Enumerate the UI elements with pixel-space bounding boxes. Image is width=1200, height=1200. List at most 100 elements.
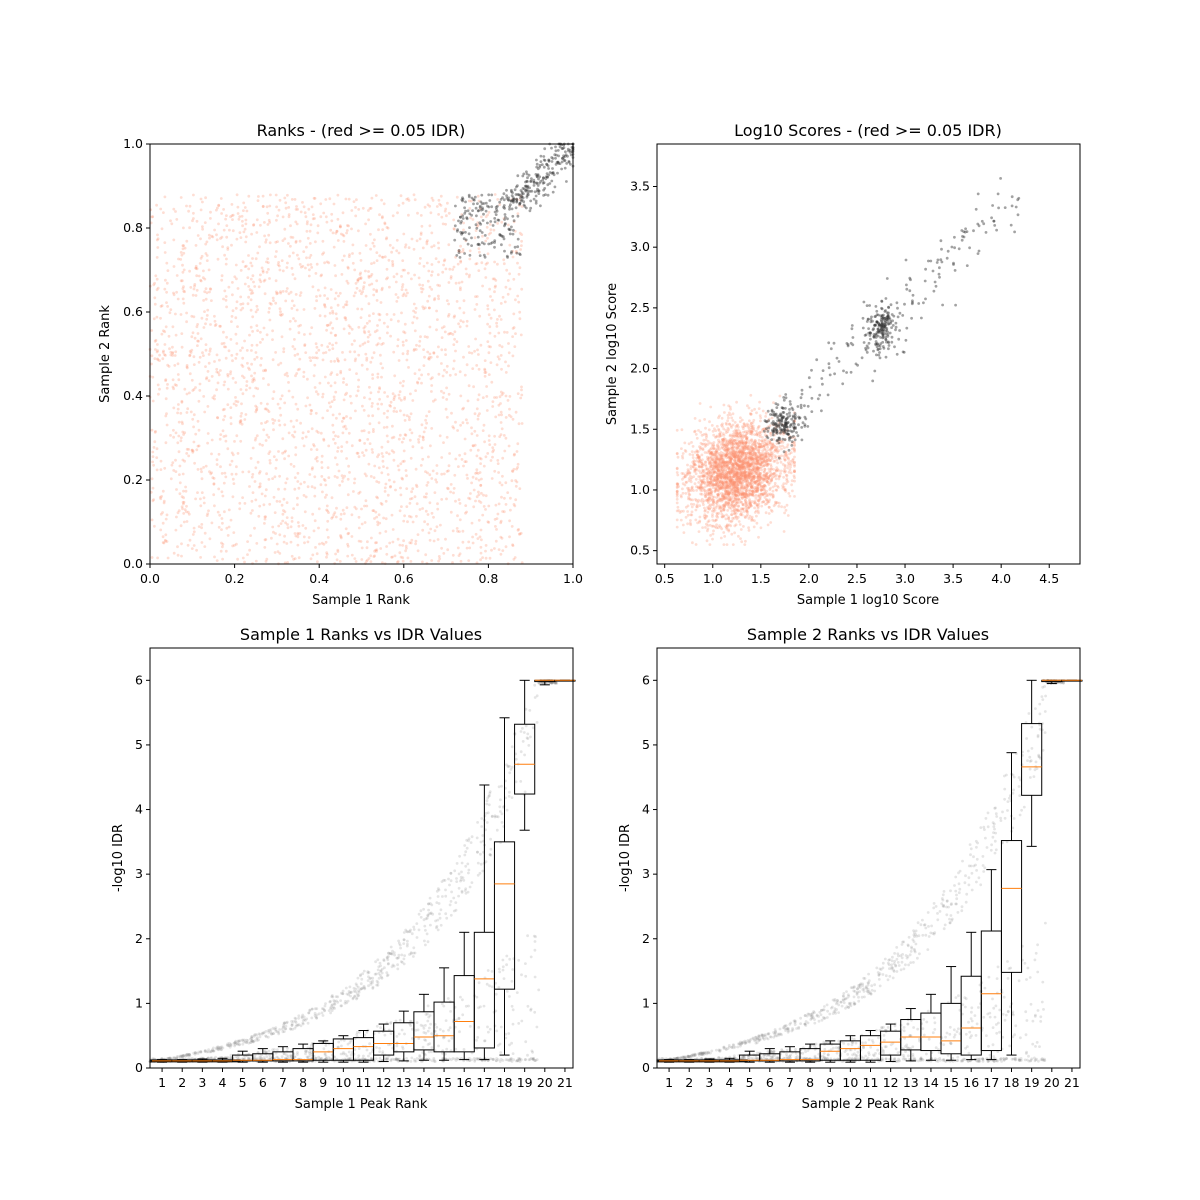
point [460, 458, 464, 461]
point [241, 365, 245, 368]
point [261, 269, 265, 273]
point [536, 167, 540, 171]
point [174, 312, 177, 316]
point [310, 485, 314, 489]
point [402, 330, 405, 334]
point [153, 357, 157, 360]
point [683, 449, 687, 452]
point [545, 175, 548, 179]
point [681, 487, 684, 491]
point [493, 290, 496, 294]
point [323, 261, 326, 265]
point [722, 497, 726, 501]
point [152, 317, 156, 321]
point [197, 360, 201, 364]
point [742, 446, 746, 450]
point [778, 457, 782, 461]
point [263, 407, 267, 411]
point [375, 288, 378, 292]
point [733, 454, 737, 458]
point [376, 455, 379, 459]
point [383, 222, 387, 226]
point [764, 474, 768, 478]
point [445, 415, 449, 419]
point [331, 347, 335, 350]
point [486, 340, 490, 343]
point [207, 361, 211, 365]
point [254, 404, 258, 408]
point [461, 199, 464, 203]
point [445, 214, 448, 218]
point [284, 521, 287, 525]
point [480, 477, 483, 481]
point [467, 232, 471, 236]
point [481, 234, 484, 238]
point [193, 461, 197, 465]
point [473, 349, 476, 353]
point [323, 305, 327, 309]
point [758, 463, 762, 466]
point [680, 428, 684, 432]
point [776, 450, 779, 454]
point [155, 447, 159, 451]
point [459, 215, 462, 219]
point [436, 502, 439, 506]
point [285, 287, 289, 290]
point [347, 255, 351, 258]
point [222, 297, 225, 301]
point [363, 331, 367, 335]
point [346, 493, 350, 497]
point [487, 434, 491, 438]
point [743, 468, 747, 471]
point [384, 482, 388, 486]
point [436, 355, 439, 359]
point [467, 559, 471, 562]
point [156, 349, 160, 353]
point [417, 438, 420, 441]
point [724, 517, 728, 521]
point [439, 204, 443, 207]
point [255, 406, 259, 409]
point [402, 459, 406, 463]
point [246, 361, 249, 365]
point [773, 450, 776, 453]
point [346, 542, 349, 546]
point [164, 414, 168, 418]
point [243, 560, 246, 564]
point [743, 424, 747, 427]
point [168, 311, 172, 315]
point [458, 530, 461, 533]
point [365, 560, 368, 563]
point [516, 174, 520, 178]
point [316, 560, 319, 564]
point [414, 348, 418, 351]
point [341, 258, 344, 262]
point [200, 470, 203, 474]
point [740, 472, 743, 475]
point [716, 492, 720, 496]
point [306, 236, 310, 240]
point [287, 213, 291, 216]
point [291, 251, 295, 255]
point [716, 489, 720, 492]
point [163, 251, 167, 254]
point [404, 288, 408, 292]
point [465, 217, 469, 221]
point [737, 449, 741, 453]
point [239, 419, 243, 422]
point [200, 491, 204, 494]
point [215, 238, 219, 242]
point [520, 561, 524, 564]
x-tick-label: 1.0 [563, 571, 583, 586]
point [477, 209, 480, 212]
point [267, 233, 271, 237]
point [440, 472, 444, 476]
point [464, 504, 468, 507]
point [715, 523, 718, 527]
point [151, 460, 155, 464]
point [356, 307, 360, 311]
point [727, 498, 731, 502]
point [176, 545, 179, 549]
point [768, 452, 772, 456]
point [273, 511, 277, 514]
